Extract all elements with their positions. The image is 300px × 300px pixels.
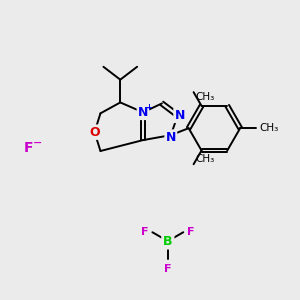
Text: CH₃: CH₃: [196, 92, 215, 102]
Text: N: N: [175, 109, 185, 122]
Text: F: F: [187, 227, 195, 237]
Text: +: +: [146, 103, 152, 112]
Text: N: N: [138, 106, 148, 119]
Text: F: F: [164, 264, 172, 274]
Text: −: −: [32, 138, 42, 148]
Text: B: B: [163, 235, 172, 248]
Text: F: F: [141, 227, 148, 237]
Text: CH₃: CH₃: [196, 154, 215, 164]
Text: N: N: [166, 130, 176, 144]
Text: O: O: [89, 126, 100, 139]
Text: F: F: [23, 141, 33, 155]
Text: CH₃: CH₃: [259, 123, 278, 133]
